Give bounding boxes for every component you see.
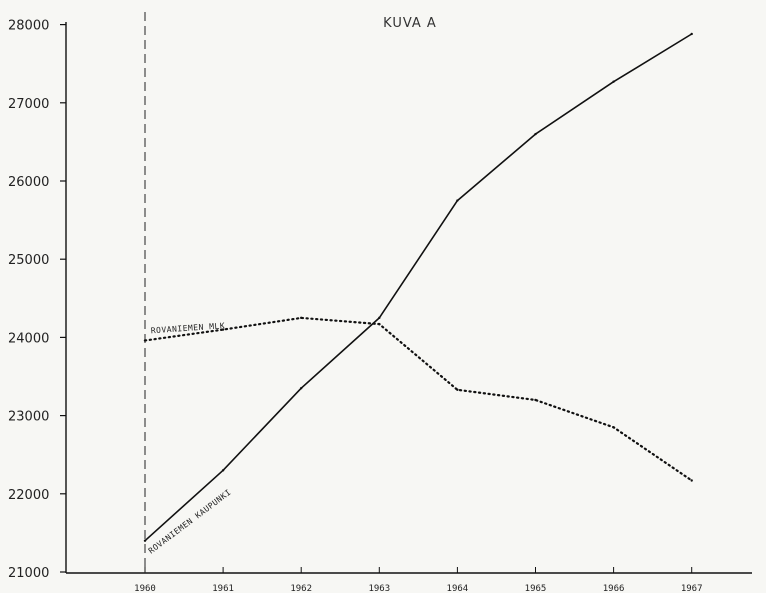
data-point xyxy=(690,32,693,36)
y-tick-label: 27000 xyxy=(8,97,49,112)
data-point xyxy=(612,426,615,429)
y-tick-label: 21000 xyxy=(8,566,49,581)
x-tick-label: 1967 xyxy=(681,584,703,593)
series-label: ROVANIEMEN MLK xyxy=(151,321,226,335)
data-point xyxy=(143,339,147,342)
data-point xyxy=(300,316,303,320)
data-point xyxy=(378,322,381,326)
y-tick-label: 26000 xyxy=(8,175,49,190)
data-point xyxy=(300,387,303,390)
x-tick-label: 1960 xyxy=(134,584,156,593)
chart-title: KUVA A xyxy=(383,16,437,31)
data-point xyxy=(378,316,381,320)
data-point xyxy=(534,398,537,402)
data-point xyxy=(221,469,225,472)
data-point xyxy=(221,328,225,331)
y-axis: 21000 22000 23000 24000 25000 26000 27000 28000 xyxy=(8,19,67,581)
x-tick-label: 1964 xyxy=(447,584,469,593)
y-tick-label: 25000 xyxy=(8,253,49,268)
x-tick-label: 1961 xyxy=(212,584,234,593)
data-point xyxy=(612,80,615,83)
series-label: ROVANIEMEN KAUPUNKI xyxy=(147,488,233,556)
y-tick-label: 28000 xyxy=(8,19,49,34)
y-tick-label: 22000 xyxy=(8,488,49,503)
data-point xyxy=(456,388,459,391)
data-point xyxy=(534,132,537,136)
series-line-mlk xyxy=(143,316,693,482)
y-tick-label: 23000 xyxy=(8,410,49,425)
x-tick-label: 1966 xyxy=(603,584,625,593)
x-tick-label: 1963 xyxy=(368,584,390,593)
x-tick-label: 1965 xyxy=(525,584,547,593)
data-point xyxy=(143,539,147,542)
y-tick-label: 24000 xyxy=(8,331,49,346)
series-layer: ROVANIEMEN KAUPUNKI ROVANIEMEN MLK xyxy=(143,32,693,556)
x-tick-label: 1962 xyxy=(290,584,312,593)
x-axis: 1960 1961 1962 1963 1964 1965 1966 1967 xyxy=(66,567,752,593)
data-point xyxy=(690,479,693,482)
data-point xyxy=(456,199,459,202)
series-line-kaupunki xyxy=(144,33,693,542)
